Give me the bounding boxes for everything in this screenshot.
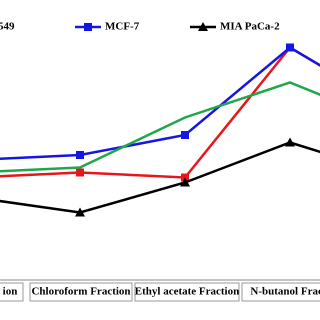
plot-area — [0, 43, 320, 217]
category-box — [134, 282, 240, 302]
marker — [285, 137, 295, 147]
legend-label: MIA PaCa-2 — [220, 21, 280, 33]
category-box — [0, 282, 24, 302]
marker — [198, 22, 208, 31]
series-line — [0, 45, 320, 179]
marker — [75, 207, 85, 217]
marker — [180, 177, 190, 187]
x-tick-label: Ethyl acetate Fraction — [135, 286, 239, 298]
marker — [76, 168, 84, 177]
legend-label: A549 — [0, 21, 15, 33]
category-box — [241, 282, 320, 302]
series-line — [0, 45, 320, 161]
x-tick-label: ion — [3, 286, 18, 298]
x-tick-label: N-butanol Fracti — [250, 286, 320, 298]
marker — [181, 131, 189, 139]
marker — [84, 23, 92, 31]
series-line — [0, 81, 320, 173]
x-tick-label: Chloroform Fraction — [31, 286, 130, 298]
legend-label: MCF-7 — [105, 21, 140, 33]
category-box — [29, 282, 133, 302]
marker — [76, 151, 84, 159]
marker — [286, 43, 294, 52]
